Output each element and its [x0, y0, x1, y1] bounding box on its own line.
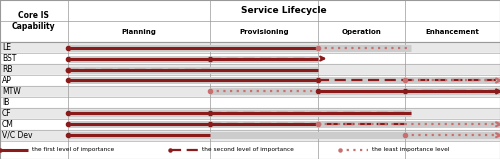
Text: Enhancement: Enhancement [426, 29, 480, 35]
Bar [0, 64, 500, 75]
Text: Planning: Planning [122, 29, 156, 35]
Bar [0, 97, 500, 108]
Bar [0, 108, 500, 119]
Bar [0, 119, 500, 130]
Bar [0, 42, 500, 53]
Text: Core IS
Capability: Core IS Capability [12, 11, 56, 31]
Text: Provisioning: Provisioning [240, 29, 289, 35]
Bar [0, 86, 500, 97]
Bar [0, 53, 500, 64]
Text: BST: BST [2, 54, 16, 63]
Text: CM: CM [2, 120, 14, 129]
Text: Operation: Operation [342, 29, 382, 35]
Text: MTW: MTW [2, 87, 21, 96]
Bar [0, 75, 500, 86]
Text: RB: RB [2, 65, 12, 74]
Bar [0, 130, 500, 141]
Text: LE: LE [2, 43, 11, 52]
Text: the second level of importance: the second level of importance [202, 147, 294, 152]
Text: the least importance level: the least importance level [372, 147, 449, 152]
Text: V/C Dev: V/C Dev [2, 131, 32, 140]
Text: IB: IB [2, 98, 10, 107]
Text: Service Lifecycle: Service Lifecycle [241, 6, 326, 15]
Text: AP: AP [2, 76, 12, 85]
Text: the first level of importance: the first level of importance [32, 147, 114, 152]
Bar [0, 141, 500, 159]
Text: CF: CF [2, 109, 12, 118]
